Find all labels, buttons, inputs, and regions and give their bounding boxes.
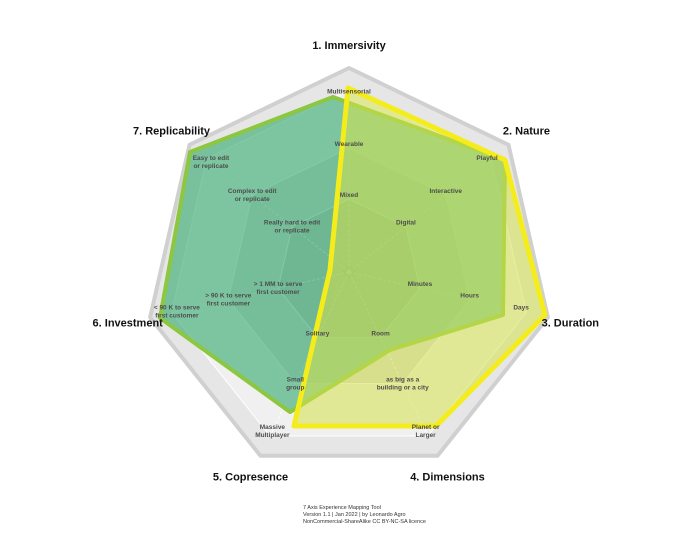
level-line: > 1 MM to serve bbox=[254, 281, 303, 288]
axis-label: 4. Dimensions bbox=[410, 472, 485, 484]
level-line: first customer bbox=[155, 312, 199, 319]
level-label: Playful bbox=[476, 155, 498, 162]
level-label: > 1 MM to serve first customer bbox=[254, 281, 303, 296]
level-line: > 90 K to serve bbox=[205, 293, 251, 300]
axis-label: 5. Copresence bbox=[213, 472, 288, 484]
level-label: Hours bbox=[460, 293, 479, 300]
level-line: group bbox=[286, 385, 304, 392]
level-line: or replicate bbox=[275, 228, 310, 235]
level-line: Playful bbox=[476, 155, 498, 162]
axis-label: 1. Immersivity bbox=[312, 40, 386, 52]
level-line: Minutes bbox=[408, 281, 433, 288]
level-line: or replicate bbox=[193, 163, 228, 170]
level-line: first customer bbox=[256, 289, 300, 296]
level-line: Wearable bbox=[335, 141, 364, 148]
level-line: building or a city bbox=[377, 385, 429, 392]
level-line: Days bbox=[513, 304, 529, 311]
level-label: Really hard to edit or replicate bbox=[264, 220, 321, 235]
level-label: Easy to edit or replicate bbox=[193, 155, 230, 170]
level-line: Digital bbox=[396, 220, 416, 227]
level-line: as big as a bbox=[386, 377, 420, 384]
level-label: < 90 K to serve first customer bbox=[154, 304, 200, 319]
level-line: < 90 K to serve bbox=[154, 304, 200, 311]
level-line: Larger bbox=[415, 432, 436, 439]
level-label: > 90 K to serve first customer bbox=[205, 293, 251, 308]
level-label: Wearable bbox=[335, 141, 364, 148]
level-line: or replicate bbox=[235, 196, 270, 203]
footer-licence: NonCommercial-ShareAlike CC BY-NC-SA lic… bbox=[303, 519, 426, 525]
level-line: Room bbox=[371, 331, 390, 338]
axis-label: 6. Investment bbox=[93, 318, 164, 330]
axis-label: 3. Duration bbox=[542, 318, 600, 330]
level-line: Really hard to edit bbox=[264, 220, 321, 227]
level-label: Minutes bbox=[408, 281, 433, 288]
footer-title: 7 Axis Experience Mapping Tool bbox=[303, 505, 381, 511]
level-label: Solitary bbox=[305, 331, 329, 338]
level-label: Room bbox=[371, 331, 390, 338]
level-line: Mixed bbox=[340, 192, 358, 199]
level-line: Multisensorial bbox=[327, 88, 371, 95]
level-line: Interactive bbox=[429, 188, 462, 195]
level-line: Planet or bbox=[412, 424, 440, 431]
level-label: as big as a building or a city bbox=[377, 377, 429, 392]
footer-version: Version 1.1 | Jan 2022 | by Leonardo Agr… bbox=[303, 512, 406, 518]
level-label: Mixed bbox=[340, 192, 358, 199]
level-label: Digital bbox=[396, 220, 416, 227]
level-line: Complex to edit bbox=[228, 188, 278, 195]
level-label: Multisensorial bbox=[327, 88, 371, 95]
yellow-area bbox=[291, 85, 548, 429]
level-line: Multiplayer bbox=[255, 432, 290, 439]
level-line: Hours bbox=[460, 293, 479, 300]
axis-label: 7. Replicability bbox=[133, 125, 211, 137]
axis-label: 2. Nature bbox=[503, 125, 550, 137]
level-line: first customer bbox=[207, 301, 251, 308]
level-label: Days bbox=[513, 304, 529, 311]
level-line: Small bbox=[287, 377, 305, 384]
level-line: Massive bbox=[260, 424, 286, 431]
labels: 1. Immersivity Mixed Wearable Multisensoria… bbox=[93, 40, 600, 484]
level-label: Small group bbox=[286, 377, 304, 392]
level-label: Interactive bbox=[429, 188, 462, 195]
level-label: Massive Multiplayer bbox=[255, 424, 290, 439]
shapes bbox=[158, 85, 548, 429]
level-label: Planet or Larger bbox=[412, 424, 440, 439]
level-label: Complex to edit or replicate bbox=[228, 188, 278, 203]
level-line: Easy to edit bbox=[193, 155, 230, 162]
level-line: Solitary bbox=[305, 331, 329, 338]
